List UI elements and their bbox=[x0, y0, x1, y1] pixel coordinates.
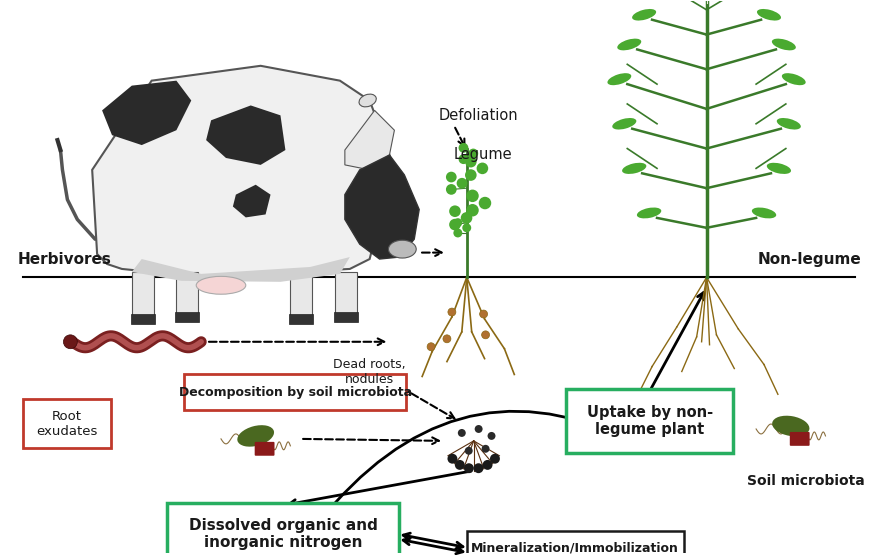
Circle shape bbox=[459, 154, 469, 164]
Ellipse shape bbox=[237, 425, 274, 447]
PathPatch shape bbox=[102, 81, 191, 145]
Circle shape bbox=[448, 454, 457, 463]
PathPatch shape bbox=[132, 257, 350, 282]
Ellipse shape bbox=[757, 9, 781, 21]
Text: Decomposition by soil microbiota: Decomposition by soil microbiota bbox=[179, 386, 412, 399]
Circle shape bbox=[458, 429, 466, 437]
Circle shape bbox=[490, 454, 500, 463]
FancyBboxPatch shape bbox=[167, 504, 399, 557]
Bar bbox=[175, 312, 199, 322]
FancyBboxPatch shape bbox=[255, 442, 275, 456]
Circle shape bbox=[487, 432, 495, 440]
Circle shape bbox=[449, 219, 461, 231]
Ellipse shape bbox=[766, 163, 791, 174]
Circle shape bbox=[454, 228, 463, 237]
Circle shape bbox=[456, 178, 467, 189]
Ellipse shape bbox=[389, 240, 416, 258]
Bar bbox=[334, 312, 358, 322]
Circle shape bbox=[455, 460, 465, 470]
Ellipse shape bbox=[607, 73, 632, 85]
Text: Soil microbiota: Soil microbiota bbox=[747, 473, 864, 487]
Circle shape bbox=[478, 197, 492, 209]
Text: Non-legume: Non-legume bbox=[758, 252, 861, 267]
Bar bbox=[132, 272, 153, 322]
Text: Dissolved organic and
inorganic nitrogen: Dissolved organic and inorganic nitrogen bbox=[189, 518, 378, 550]
Text: Legume: Legume bbox=[454, 148, 513, 163]
Ellipse shape bbox=[777, 118, 801, 130]
FancyBboxPatch shape bbox=[789, 432, 810, 446]
Circle shape bbox=[465, 169, 477, 181]
Circle shape bbox=[483, 460, 492, 470]
Circle shape bbox=[465, 447, 473, 455]
Circle shape bbox=[465, 156, 477, 168]
Circle shape bbox=[446, 172, 456, 182]
Circle shape bbox=[482, 445, 490, 453]
Ellipse shape bbox=[632, 9, 656, 21]
Ellipse shape bbox=[622, 163, 647, 174]
Text: Dead roots,
nodules: Dead roots, nodules bbox=[333, 358, 406, 385]
Bar bbox=[335, 272, 357, 320]
Bar bbox=[291, 272, 312, 322]
Ellipse shape bbox=[359, 94, 376, 107]
Ellipse shape bbox=[618, 38, 641, 50]
Ellipse shape bbox=[637, 208, 662, 218]
Circle shape bbox=[443, 335, 451, 343]
Circle shape bbox=[463, 223, 471, 232]
Bar bbox=[176, 272, 198, 320]
Circle shape bbox=[461, 212, 472, 224]
Bar bbox=[130, 314, 154, 324]
PathPatch shape bbox=[93, 66, 395, 277]
FancyBboxPatch shape bbox=[467, 531, 684, 557]
Circle shape bbox=[474, 463, 484, 473]
Ellipse shape bbox=[196, 276, 246, 294]
Circle shape bbox=[448, 308, 455, 316]
Bar bbox=[289, 314, 313, 324]
Circle shape bbox=[469, 149, 478, 158]
Ellipse shape bbox=[781, 73, 806, 85]
Circle shape bbox=[464, 463, 474, 473]
Text: Uptake by non-
legume plant: Uptake by non- legume plant bbox=[587, 405, 713, 437]
PathPatch shape bbox=[344, 155, 419, 259]
PathPatch shape bbox=[344, 110, 395, 170]
Circle shape bbox=[459, 143, 469, 153]
FancyBboxPatch shape bbox=[184, 374, 406, 410]
FancyBboxPatch shape bbox=[23, 399, 111, 448]
Text: Mineralization/Immobilization: Mineralization/Immobilization bbox=[471, 541, 679, 554]
Ellipse shape bbox=[612, 118, 636, 130]
Circle shape bbox=[63, 335, 78, 349]
Circle shape bbox=[475, 425, 483, 433]
Text: Defoliation: Defoliation bbox=[439, 108, 519, 123]
Circle shape bbox=[454, 218, 463, 227]
Text: Herbivores: Herbivores bbox=[18, 252, 112, 267]
Circle shape bbox=[479, 310, 487, 318]
Circle shape bbox=[466, 204, 478, 217]
Circle shape bbox=[446, 184, 456, 195]
Circle shape bbox=[466, 189, 478, 202]
Text: Root
exudates: Root exudates bbox=[36, 409, 98, 438]
FancyBboxPatch shape bbox=[566, 389, 733, 453]
Circle shape bbox=[477, 163, 488, 174]
Ellipse shape bbox=[772, 416, 810, 436]
Circle shape bbox=[449, 206, 461, 217]
PathPatch shape bbox=[233, 185, 270, 217]
PathPatch shape bbox=[206, 105, 285, 165]
Circle shape bbox=[482, 331, 490, 339]
Ellipse shape bbox=[772, 38, 796, 50]
Ellipse shape bbox=[751, 208, 776, 218]
Circle shape bbox=[427, 343, 435, 351]
